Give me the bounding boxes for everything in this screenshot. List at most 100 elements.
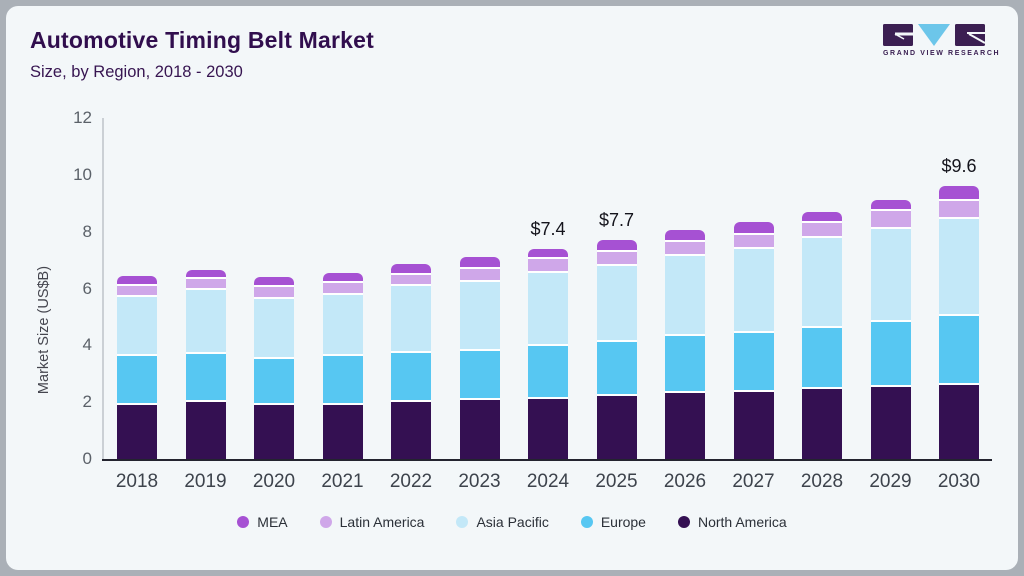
segment-mea [254, 277, 294, 286]
bar-value-label-2024: $7.4 [530, 218, 566, 239]
gvr-logo-text: GRAND VIEW RESEARCH [883, 50, 1001, 57]
segment-europe [665, 336, 705, 392]
legend-dot-icon [677, 516, 690, 528]
stacked-bar-2025 [596, 240, 637, 459]
stacked-bar-2021 [322, 272, 363, 459]
segment-europe [528, 346, 568, 397]
stacked-bar-2020 [254, 277, 294, 459]
legend-item-europe: Europe [580, 514, 646, 530]
legend-item-asia-pacific: Asia Pacific [456, 514, 549, 530]
x-axis-labels: 2018 2019 2020 2021 2022 2023 2024 2025 2026 2027… [102, 471, 992, 497]
segment-mea [528, 248, 568, 257]
bar-value-label-2025: $7.7 [598, 210, 635, 231]
segment-mea [870, 200, 911, 209]
segment-north-america [459, 400, 500, 459]
x-axis-line [102, 459, 992, 461]
segment-latin-america [939, 200, 979, 218]
legend-label: Latin America [339, 514, 425, 530]
segment-europe [939, 316, 979, 383]
segment-north-america [322, 404, 363, 459]
segment-asia-pacific [185, 290, 226, 352]
legend-label: North America [697, 514, 787, 530]
stacked-bar-2030 [939, 186, 979, 459]
chart-card [6, 6, 1018, 570]
segment-mea [391, 264, 431, 273]
segment-asia-pacific [528, 273, 568, 345]
y-axis-ticks: 0 2 4 6 8 10 12 [40, 108, 92, 468]
x-tick-label-2030: 2030 [937, 471, 981, 492]
legend-item-latin-america: Latin America [319, 514, 425, 530]
segment-asia-pacific [117, 297, 157, 355]
x-tick-label-2027: 2027 [732, 471, 775, 492]
segment-mea [117, 275, 157, 284]
y-tick-label: 0 [82, 449, 92, 468]
segment-asia-pacific [733, 249, 774, 332]
segment-north-america [185, 401, 226, 459]
segment-north-america [596, 396, 637, 459]
page-title: Automotive Timing Belt Market [30, 27, 375, 53]
segment-mea [322, 272, 363, 282]
x-tick-label-2025: 2025 [595, 471, 638, 492]
bar-value-label-2030: $9.6 [941, 156, 977, 177]
segment-latin-america [117, 285, 157, 296]
legend-label: Europe [600, 514, 646, 530]
segment-north-america [733, 391, 774, 459]
stacked-bar-2023 [459, 257, 500, 459]
segment-asia-pacific [802, 237, 842, 326]
segment-latin-america [665, 241, 705, 255]
x-tick-label-2021: 2021 [321, 471, 364, 492]
chart-legend: MEA Latin America Asia Pacific Europe North … [0, 514, 1024, 530]
x-tick-label-2024: 2024 [526, 471, 570, 492]
x-tick-label-2019: 2019 [184, 471, 227, 492]
segment-asia-pacific [870, 229, 911, 321]
segment-europe [322, 356, 363, 403]
segment-europe [391, 353, 431, 400]
y-tick-label: 10 [73, 164, 92, 184]
x-tick-label-2026: 2026 [663, 471, 707, 492]
x-tick-label-2023: 2023 [458, 471, 501, 492]
y-tick-label: 12 [73, 108, 92, 127]
segment-mea [596, 240, 637, 250]
segment-europe [185, 353, 226, 400]
segment-latin-america [802, 223, 842, 236]
legend-dot-icon [237, 516, 250, 528]
segment-north-america [117, 404, 157, 459]
segment-europe [596, 342, 637, 395]
segment-europe [802, 327, 842, 387]
segment-asia-pacific [254, 298, 294, 358]
stacked-bar-2029 [870, 200, 911, 459]
segment-asia-pacific [322, 294, 363, 355]
segment-north-america [528, 398, 568, 459]
stacked-bar-2022 [391, 264, 431, 459]
gvr-logo-icon [883, 24, 986, 46]
segment-mea [939, 186, 979, 199]
segment-latin-america [870, 210, 911, 228]
legend-item-north-america: North America [677, 514, 787, 530]
segment-asia-pacific [459, 281, 500, 349]
segment-north-america [870, 387, 911, 459]
segment-latin-america [185, 278, 226, 289]
segment-europe [459, 350, 500, 399]
segment-mea [185, 270, 226, 277]
segment-asia-pacific [665, 256, 705, 335]
stacked-bar-2018 [117, 275, 157, 459]
y-tick-label: 2 [82, 392, 92, 412]
segment-latin-america [254, 287, 294, 297]
segment-north-america [254, 404, 294, 459]
legend-dot-icon [456, 516, 469, 528]
x-tick-label-2020: 2020 [252, 471, 296, 492]
segment-latin-america [596, 251, 637, 265]
stacked-bar-2019 [185, 270, 226, 459]
page-subtitle: Size, by Region, 2018 - 2030 [30, 63, 243, 81]
y-tick-label: 8 [82, 221, 92, 241]
segment-asia-pacific [939, 219, 979, 315]
legend-label: MEA [257, 514, 288, 530]
legend-item-mea: MEA [237, 514, 288, 530]
segment-mea [733, 221, 774, 233]
segment-latin-america [459, 268, 500, 280]
x-tick-label-2029: 2029 [869, 471, 912, 492]
y-axis-line [102, 118, 104, 459]
segment-europe [254, 359, 294, 403]
segment-north-america [665, 393, 705, 459]
legend-label: Asia Pacific [476, 514, 549, 530]
